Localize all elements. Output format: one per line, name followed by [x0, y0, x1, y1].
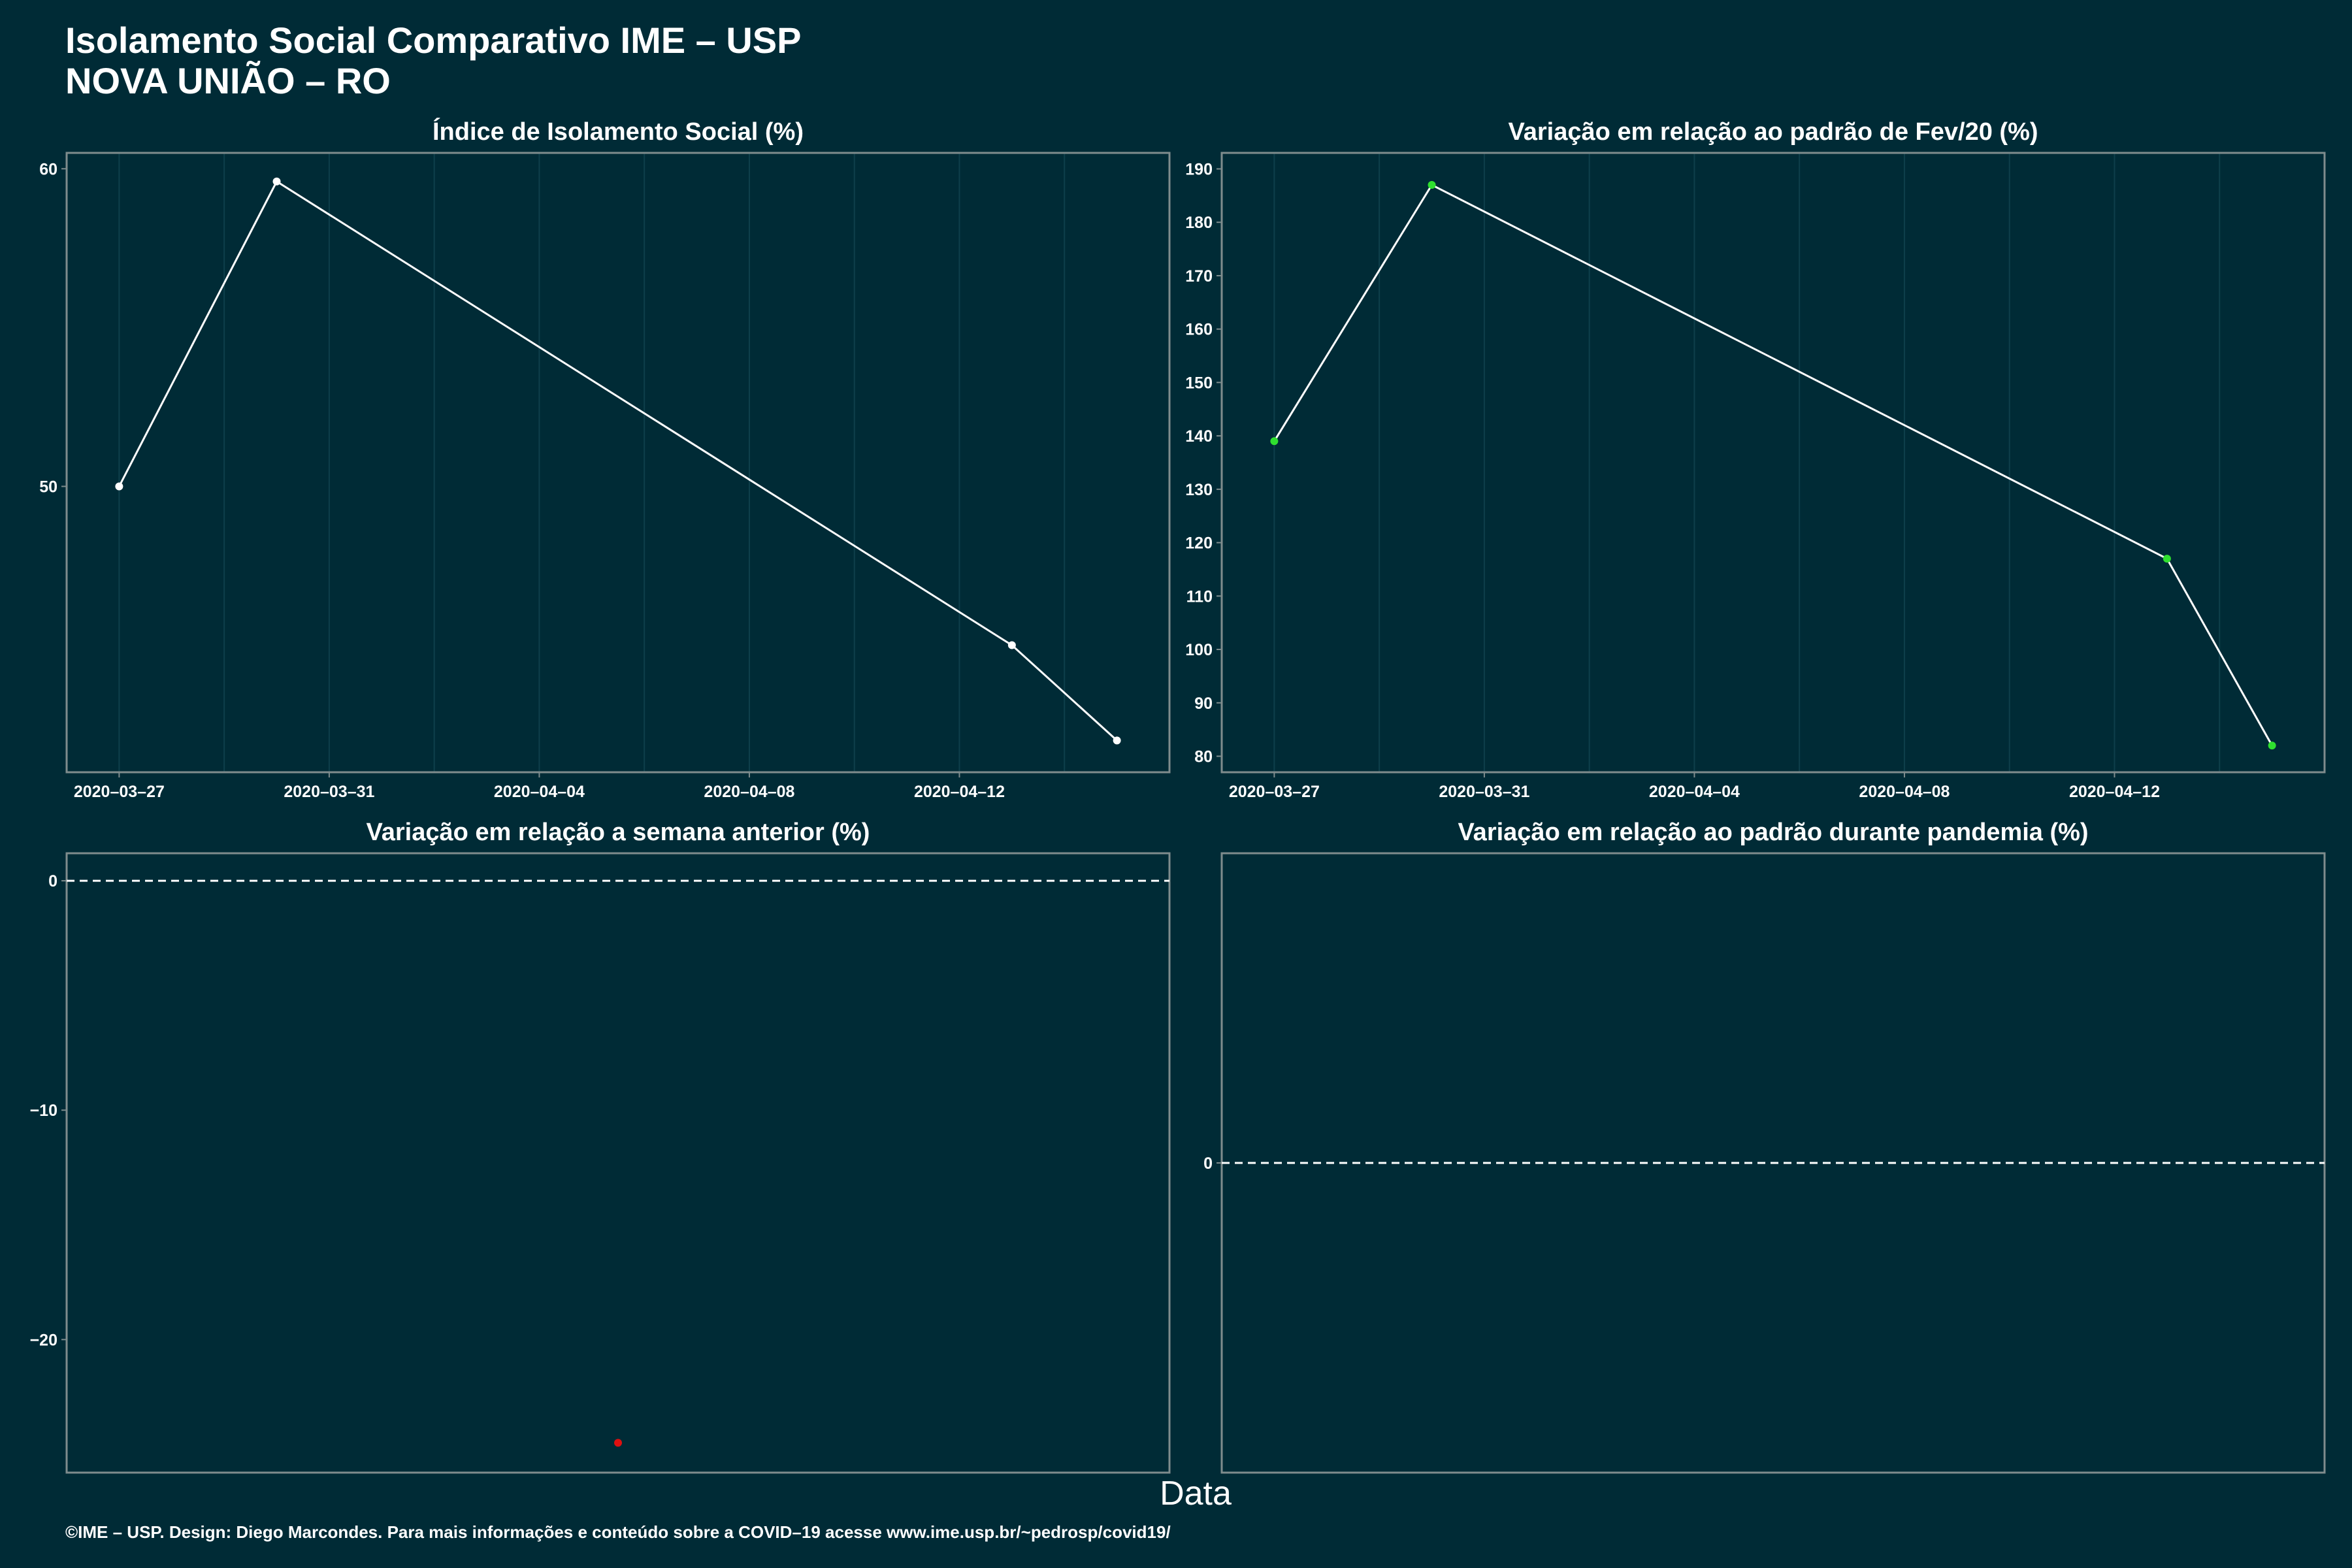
x-tick-label: 2020–03–31	[284, 783, 374, 801]
y-tick-label: 80	[1194, 747, 1213, 766]
y-tick-label: 0	[1203, 1154, 1213, 1173]
x-tick-label: 2020–04–12	[914, 783, 1005, 801]
data-point	[272, 177, 281, 186]
chart-panel-2: Variação em relação ao padrão de Fev/20 …	[1185, 118, 2326, 801]
y-tick-label: 120	[1185, 534, 1213, 553]
y-tick-label: 130	[1185, 481, 1213, 499]
y-tick-label: 170	[1185, 267, 1213, 286]
y-tick-label: 110	[1186, 587, 1213, 606]
panel-frame	[65, 152, 1171, 774]
y-tick-label: 140	[1185, 427, 1213, 446]
data-point	[614, 1439, 622, 1447]
data-point	[1113, 736, 1121, 745]
x-tick-label: 2020–04–04	[1649, 783, 1740, 801]
x-tick-label: 2020–04–04	[494, 783, 585, 801]
series-line	[118, 180, 1118, 742]
panel-title: Variação em relação ao padrão de Fev/20 …	[1508, 118, 2038, 146]
x-tick-label: 2020–03–27	[1229, 783, 1320, 801]
data-point	[115, 482, 123, 491]
y-tick-label: 50	[39, 478, 57, 496]
data-point	[1428, 181, 1436, 189]
x-tick-label: 2020–04–12	[2069, 783, 2160, 801]
panel-title: Variação em relação a semana anterior (%…	[367, 819, 870, 846]
data-point	[1007, 641, 1016, 649]
y-tick-label: 90	[1194, 694, 1213, 713]
data-point	[2163, 555, 2171, 563]
x-tick-label: 2020–04–08	[704, 783, 794, 801]
data-point	[2268, 742, 2276, 750]
chart-panel-4: Variação em relação ao padrão durante pa…	[1203, 819, 2326, 1474]
data-point	[1270, 437, 1279, 446]
panel-frame	[1220, 152, 2326, 774]
footer-credits: ©IME – USP. Design: Diego Marcondes. Par…	[65, 1522, 1171, 1542]
page-title: Isolamento Social Comparativo IME – USP	[65, 20, 802, 61]
panel-title: Índice de Isolamento Social (%)	[433, 117, 804, 146]
chart-panel-1: Índice de Isolamento Social (%) 50 60 2020–…	[39, 117, 1171, 801]
y-tick-label: 190	[1185, 161, 1213, 179]
series-line	[1273, 184, 2273, 746]
x-tick-label: 2020–04–08	[1859, 783, 1950, 801]
y-tick-label: −20	[30, 1331, 57, 1349]
y-tick-label: 160	[1185, 321, 1213, 339]
panel-title: Variação em relação ao padrão durante pa…	[1458, 819, 2088, 846]
y-tick-label: 180	[1185, 214, 1213, 232]
y-tick-label: 100	[1185, 641, 1213, 659]
chart-panel-3: Variação em relação a semana anterior (%…	[30, 819, 1171, 1474]
x-tick-label: 2020–03–31	[1439, 783, 1529, 801]
page-subtitle: NOVA UNIÃO – RO	[65, 60, 391, 101]
y-tick-label: 150	[1185, 374, 1213, 392]
y-tick-label: −10	[30, 1102, 57, 1120]
y-tick-label: 0	[48, 872, 57, 890]
y-tick-label: 60	[39, 160, 57, 178]
x-axis-label: Data	[1160, 1475, 1232, 1512]
x-tick-label: 2020–03–27	[74, 783, 165, 801]
panel-frame	[65, 852, 1171, 1474]
